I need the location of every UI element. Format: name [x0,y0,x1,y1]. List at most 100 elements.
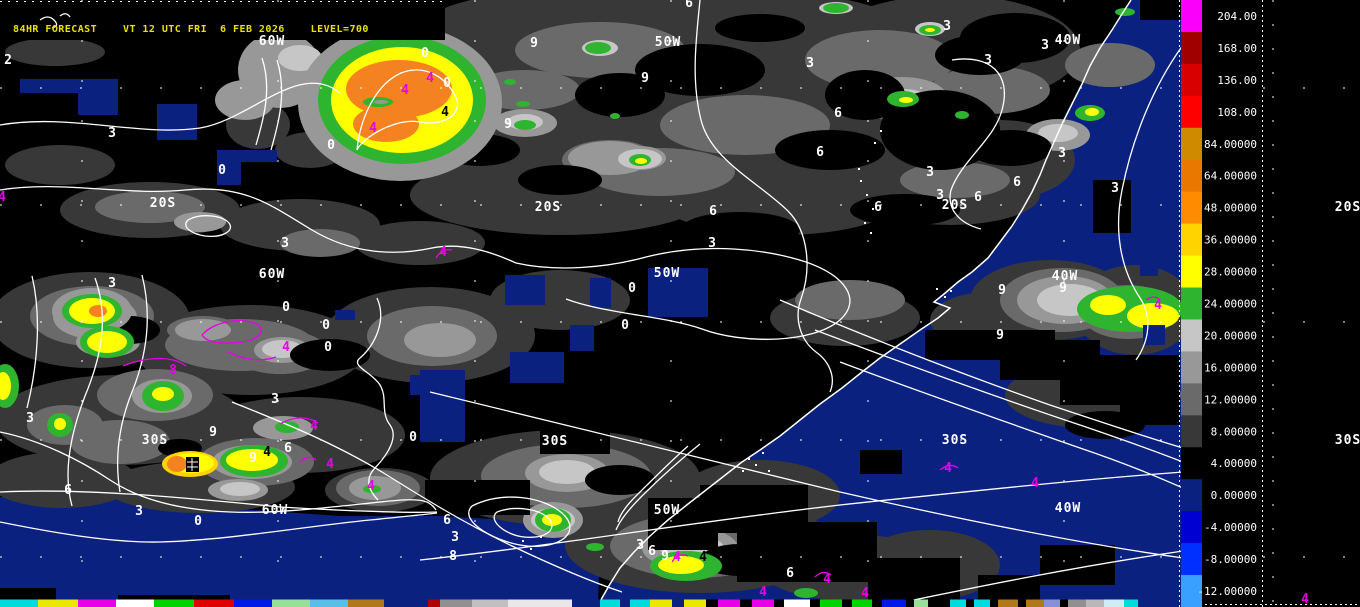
title-band [0,0,445,40]
coast-speckle [748,458,750,460]
colorbar-segment [1181,351,1202,384]
colorbar-segment [1181,543,1202,576]
contour-label-white: 0 [621,318,629,333]
contour-line-white [779,299,1184,449]
contour-line-white [67,277,104,507]
contour-line-magenta [435,249,453,259]
colorbar-label: 64.00000 [1204,170,1257,183]
cloud-blob [1085,108,1099,116]
contour-line-magenta [299,456,317,463]
strip-segment [718,599,740,607]
strip-segment [810,599,820,607]
cloud-blob [850,194,960,226]
lon-label: 50W [655,35,681,50]
contour-line-magenta [279,417,319,425]
lowland-fill [0,493,600,607]
strip-segment [872,599,882,607]
coast-speckle [864,222,866,224]
strip-segment [234,599,272,607]
coast-speckle [768,470,770,472]
contour-line-white [231,401,623,593]
cloud-blob [635,44,765,96]
contour-label-white: 3 [926,165,934,180]
coast-speckle [860,180,862,182]
contour-line-white [0,490,438,513]
strip-segment [1044,599,1060,607]
cloud-blob [215,80,275,120]
colorbar-segment [1181,95,1202,129]
cold-cell [1140,263,1158,276]
hotspot-blob [0,372,11,400]
contour-label-white: 3 [984,53,992,68]
contour-label-white: 6 [834,106,842,121]
strip-segment [650,599,672,607]
coast-speckle [522,540,524,542]
strip-segment [672,599,684,607]
contour-line-white [797,298,833,393]
contour-label-white: 3 [806,56,814,71]
contour-line-white [185,215,232,237]
contour-line-white [0,186,517,264]
cloud-blob [715,14,805,42]
contour-line-white [617,445,689,523]
contour-label-white: 3 [636,538,644,553]
contour-label-white: 6 [443,513,451,528]
dark-cell [1120,380,1180,425]
strip-segment [752,599,774,607]
contour-label-magenta: 4 [326,457,334,472]
lon-label: 50W [654,503,680,518]
contour-line-white [1117,44,1184,361]
right-mask [1202,0,1360,607]
cloud-blob [220,482,260,496]
colorbar-label: 0.00000 [1211,489,1257,502]
strip-segment [882,599,906,607]
contour-label-magenta: 4 [759,585,767,600]
lon-label: 50W [654,266,680,281]
cloud-blob [290,339,370,371]
contour-label-white: 6 [685,0,693,11]
contour-label-white: 0 [628,281,636,296]
cloud-blob [585,42,611,54]
hotspot-blob [152,387,174,401]
contour-label-magenta: 4 [367,479,375,494]
coast-speckle [880,130,882,132]
coastline [597,0,1132,607]
hotspot-blob [353,106,419,142]
lon-label: 60W [259,34,285,49]
contour-label-white: 6 [874,200,882,215]
contour-line-white [429,391,1184,559]
coast-speckle [762,452,764,454]
coast-speckle [742,470,744,472]
lon-label: 40W [1055,501,1081,516]
contour-line-white [515,247,851,340]
hotspot-blob [54,418,66,430]
contour-line-magenta [939,464,959,471]
colorbar-segment [1181,511,1202,544]
strip-segment [974,599,990,607]
cloud-blob [355,221,485,265]
cloud-blob [174,212,226,232]
cloud-blob [404,323,476,357]
cold-cell [335,310,355,320]
cloud-blob [5,145,115,185]
contour-line-magenta [201,320,262,344]
hotspot-blob [1127,303,1179,329]
contour-label-white: 0 [327,138,335,153]
contour-label-magenta: 4 [823,572,831,587]
contour-line-magenta [1145,296,1161,301]
coast-speckle [870,232,872,234]
strip-segment [1124,599,1138,607]
colorbar-label: 16.00000 [1204,361,1257,374]
dark-cell [868,558,960,607]
strip-segment [740,599,752,607]
strip-segment [950,599,966,607]
strip-segment [440,599,472,607]
cloud-blob [504,79,516,85]
contour-label-white: 3 [108,276,116,291]
strip-segment [1026,599,1044,607]
contour-label-white: 3 [1111,181,1119,196]
cold-cell [648,268,708,317]
cloud-blob [680,212,800,248]
strip-segment [1138,599,1180,607]
contour-line-magenta [227,351,277,361]
